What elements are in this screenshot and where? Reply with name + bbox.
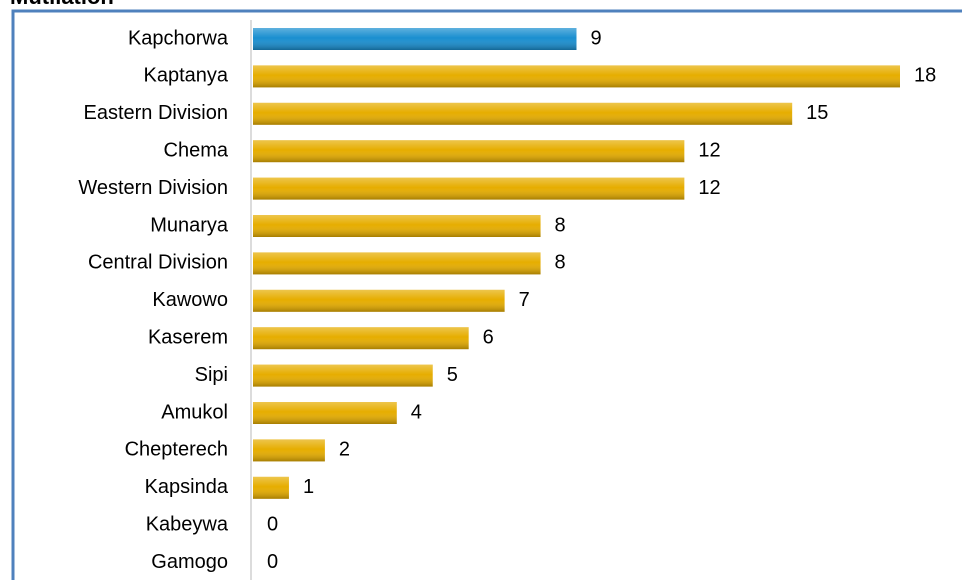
category-label: Western Division: [78, 177, 228, 199]
bar-shade: [253, 289, 505, 312]
category-label: Kaserem: [148, 326, 228, 348]
value-label: 0: [267, 513, 278, 535]
category-label: Amukol: [161, 401, 228, 423]
category-label: Kawowo: [152, 289, 228, 311]
value-label: 9: [591, 27, 602, 49]
category-label: Kapchorwa: [128, 27, 229, 49]
bar-shade: [253, 28, 577, 50]
bar-shade: [253, 439, 325, 462]
category-label: Gamogo: [151, 551, 228, 573]
bar-shade: [253, 102, 793, 125]
value-label: 12: [698, 177, 720, 199]
bar-shade: [253, 476, 289, 499]
category-label: Chema: [164, 139, 229, 161]
bar-shade: [253, 327, 469, 350]
bar-shade: [253, 215, 541, 237]
value-label: 12: [698, 139, 720, 161]
bar-shade: [253, 364, 433, 387]
bar-shade: [253, 140, 685, 163]
value-label: 1: [303, 476, 314, 498]
category-label: Munarya: [150, 214, 229, 236]
category-label: Eastern Division: [83, 102, 228, 124]
bar-shade: [253, 177, 685, 200]
value-label: 5: [447, 364, 458, 386]
value-label: 0: [267, 551, 278, 573]
value-label: 6: [483, 326, 494, 348]
bar-shade: [253, 252, 541, 275]
category-label: Kabeywa: [146, 513, 229, 535]
category-label: Kaptanya: [143, 65, 228, 87]
value-label: 15: [806, 102, 828, 124]
frame: [11, 9, 962, 580]
category-label: Sipi: [195, 364, 228, 386]
bar-shade: [253, 65, 900, 88]
chart-title: Mutilation: [10, 0, 114, 9]
category-label: Kapsinda: [145, 476, 229, 498]
value-label: 18: [914, 65, 936, 87]
category-label: Chepterech: [125, 439, 228, 461]
value-label: 8: [555, 214, 566, 236]
bar-shade: [253, 402, 397, 424]
value-label: 8: [555, 252, 566, 274]
value-label: 4: [411, 401, 422, 423]
value-label: 2: [339, 439, 350, 461]
category-label: Central Division: [88, 252, 228, 274]
value-label: 7: [519, 289, 530, 311]
